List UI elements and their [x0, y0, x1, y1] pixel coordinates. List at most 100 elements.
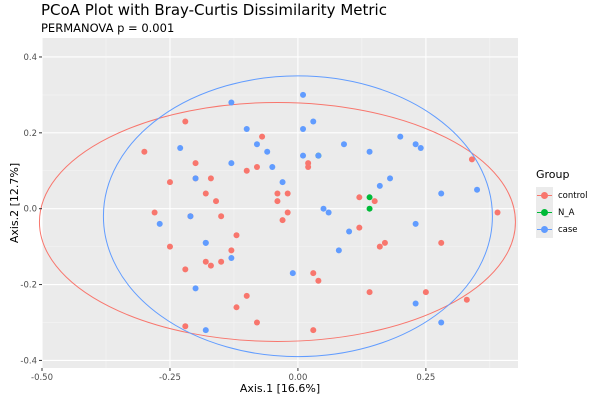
data-point-case	[300, 152, 307, 159]
data-point-control	[463, 296, 470, 303]
data-point-control	[253, 319, 260, 326]
data-point-control	[182, 118, 189, 125]
data-point-control	[243, 167, 250, 174]
data-point-case	[412, 220, 419, 227]
data-point-case	[376, 182, 383, 189]
data-point-control	[494, 209, 501, 216]
x-tick-label: 0.25	[416, 373, 435, 383]
confidence-ellipses	[38, 75, 516, 358]
data-point-case	[187, 213, 194, 220]
legend-item-n-a: N_A	[536, 204, 587, 221]
data-point-control	[218, 258, 225, 265]
data-point-case	[325, 209, 332, 216]
data-point-control	[305, 163, 312, 170]
plot-panel	[42, 38, 518, 368]
data-point-control	[274, 198, 281, 205]
control-ellipse	[38, 101, 516, 342]
data-point-case	[438, 190, 445, 197]
legend-label-control: control	[558, 190, 588, 201]
data-point-control	[274, 190, 281, 197]
data-point-control	[284, 190, 291, 197]
y-tick-label: 0.4	[23, 53, 37, 63]
data-point-control	[151, 209, 158, 216]
data-point-control	[202, 190, 209, 197]
data-point-control	[182, 266, 189, 273]
legend-item-control: control	[536, 187, 587, 204]
data-point-case	[300, 91, 307, 98]
x-tick-label: 0.00	[288, 373, 307, 383]
data-point-control	[253, 163, 260, 170]
data-point-case	[300, 126, 307, 133]
chart-title: PCoA Plot with Bray-Curtis Dissimilarity…	[41, 1, 387, 19]
data-point-control	[356, 224, 363, 231]
data-point-case	[387, 175, 394, 182]
data-point-control	[376, 243, 383, 250]
data-point-case	[412, 141, 419, 148]
data-point-case	[156, 220, 163, 227]
data-point-case	[438, 319, 445, 326]
legend-item-case: case	[536, 221, 587, 238]
data-point-control	[207, 175, 214, 182]
data-point-case	[202, 239, 209, 246]
data-point-case	[177, 145, 184, 151]
data-point-case	[269, 163, 276, 170]
data-point-case	[243, 126, 250, 133]
legend-label-case: case	[558, 224, 578, 235]
data-point-control	[356, 194, 363, 201]
data-point-control	[284, 209, 291, 216]
legend-key-case	[536, 221, 553, 238]
data-point-control	[233, 304, 240, 311]
data-point-control	[315, 277, 322, 284]
data-point-n-a	[366, 205, 373, 212]
data-point-case	[192, 285, 199, 292]
data-point-control	[192, 160, 199, 167]
case-ellipse	[102, 75, 493, 358]
x-tick-label: -0.25	[159, 373, 181, 383]
data-point-control	[438, 239, 445, 246]
data-point-control	[218, 213, 225, 220]
data-point-control	[233, 232, 240, 239]
data-point-control	[182, 323, 189, 330]
data-points	[141, 91, 501, 334]
data-point-case	[192, 175, 199, 182]
data-point-case	[335, 247, 342, 254]
data-point-case	[315, 152, 322, 159]
data-point-control	[166, 243, 173, 250]
x-tick-label: -0.50	[31, 373, 53, 383]
data-point-case	[320, 205, 327, 212]
data-point-case	[474, 186, 481, 193]
data-point-control	[310, 270, 317, 277]
data-point-case	[279, 179, 286, 186]
data-point-control	[366, 289, 373, 296]
minor-gridlines	[42, 38, 518, 368]
legend-title: Group	[536, 168, 570, 181]
data-point-case	[253, 141, 260, 148]
data-point-case	[412, 300, 419, 307]
data-point-control	[202, 258, 209, 265]
data-point-control	[422, 289, 429, 296]
data-point-case	[228, 160, 235, 167]
x-axis: -0.50 -0.25 0.00 0.25	[31, 368, 435, 383]
data-point-case	[417, 145, 424, 151]
data-point-case	[366, 148, 373, 155]
y-axis-title: Axis.2 [12.7%]	[8, 163, 21, 243]
data-point-control	[228, 247, 235, 254]
data-point-control	[279, 217, 286, 224]
data-point-control	[381, 239, 388, 246]
data-point-control	[259, 133, 266, 140]
data-point-control	[141, 148, 148, 155]
legend-key-n-a	[536, 204, 553, 221]
legend: Group control N_A case	[536, 168, 587, 238]
y-tick-label: -0.2	[20, 281, 37, 291]
y-tick-label: 0.2	[23, 129, 37, 139]
data-point-control	[310, 327, 317, 334]
data-point-n-a	[366, 194, 373, 201]
data-point-control	[166, 179, 173, 186]
data-point-case	[202, 327, 209, 334]
y-axis: -0.4 -0.2 0.0 0.2 0.4	[20, 53, 42, 366]
data-point-case	[264, 148, 271, 155]
data-point-case	[310, 118, 317, 125]
data-point-case	[397, 133, 404, 140]
data-point-control	[468, 156, 475, 163]
